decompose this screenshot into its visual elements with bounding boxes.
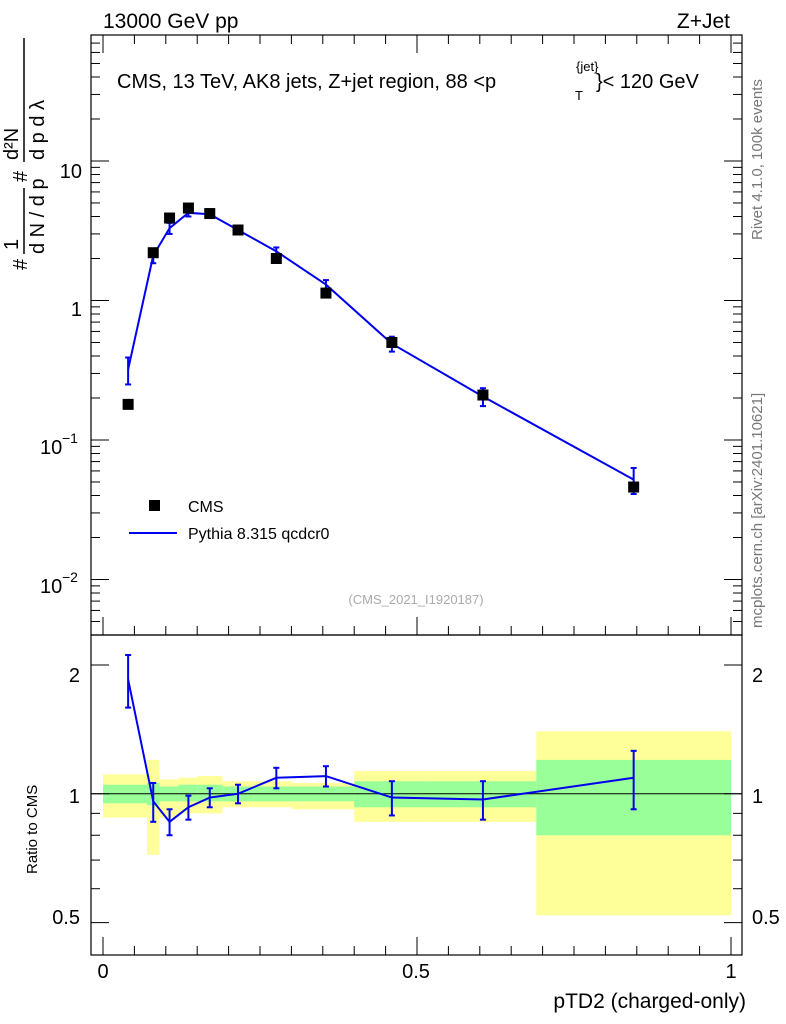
ylabel-dn: d N / d p — [27, 178, 49, 254]
svg-text:−2: −2 — [62, 569, 78, 585]
x-axis-label: pTD2 (charged-only) — [553, 990, 746, 1013]
svg-text:−1: −1 — [62, 430, 78, 446]
mcplots-label: mcplots.cern.ch [arXiv:2401.10621] — [749, 393, 766, 628]
ytick-label-1: 1 — [71, 299, 82, 321]
ratio-ytick-right-1: 1 — [752, 786, 763, 808]
ytick-label-0.1: 10 −1 — [40, 430, 78, 459]
ratio-bands — [91, 731, 742, 916]
data-point — [147, 247, 159, 259]
ratio-frame — [90, 634, 743, 956]
data-point — [270, 252, 282, 264]
legend-mc-label: Pythia 8.315 qcdcr0 — [188, 526, 330, 543]
ratio-ytick-left-2: 2 — [69, 665, 80, 687]
data-point — [320, 287, 332, 299]
ylabel-hash2: # — [10, 170, 32, 182]
main-y-axis-label: 1/N dN/dpT dλ # 1 d N / d p # d²N d p d … — [1, 38, 51, 270]
process-label: Z+Jet — [677, 10, 730, 33]
main-title: CMS, 13 TeV, AK8 jets, Z+jet region, 88 … — [117, 59, 700, 103]
ylabel-frac2: d²N — [1, 128, 23, 160]
data-point — [182, 202, 194, 214]
main-frame — [90, 34, 743, 636]
xtick-label-0: 0 — [97, 961, 108, 983]
data-point — [204, 208, 216, 220]
svg-text:10: 10 — [40, 437, 62, 459]
ylabel-hash: # — [10, 258, 32, 270]
legend-data-marker — [149, 500, 160, 511]
main-x-ticks — [102, 35, 732, 955]
ratio-ytick-left-1: 1 — [69, 786, 80, 808]
ratio-ytick-left-0.5: 0.5 — [52, 907, 80, 929]
data-point — [386, 336, 398, 348]
ytick-label-10: 10 — [60, 161, 82, 183]
legend: CMS Pythia 8.315 qcdcr0 — [129, 499, 330, 543]
title-sub: T — [575, 88, 583, 103]
mc-series-line — [127, 211, 635, 481]
ylabel-frac1: 1 — [1, 239, 23, 250]
data-point — [232, 224, 244, 236]
ylabel-dp: d p d λ — [27, 100, 49, 160]
analysis-id: (CMS_2021_I1920187) — [348, 592, 483, 607]
title-prefix: CMS, 13 TeV, AK8 jets, Z+jet region, 88 … — [117, 71, 496, 93]
svg-text:10: 10 — [40, 576, 62, 598]
data-point — [628, 481, 640, 493]
data-point — [164, 212, 176, 224]
data-point — [477, 389, 489, 401]
data-point — [122, 398, 134, 410]
energy-label: 13000 GeV pp — [103, 10, 238, 33]
main-data-layer — [122, 202, 640, 496]
ratio-band-inner — [178, 784, 198, 802]
ratio-data-layer — [125, 654, 637, 837]
title-sup: {jet} — [576, 59, 599, 74]
legend-data-label: CMS — [188, 499, 224, 516]
xtick-label-0.5: 0.5 — [402, 961, 430, 983]
ytick-label-0.01: 10 −2 — [40, 569, 78, 598]
main-y-ticks — [91, 34, 742, 636]
title-suffix: }< 120 GeV — [596, 71, 700, 93]
ratio-ytick-right-0.5: 0.5 — [752, 907, 780, 929]
ratio-ytick-right-2: 2 — [752, 665, 763, 687]
ylabel-text: 1/N dN/dpT dλ — [40, 206, 51, 270]
ratio-ticks — [91, 664, 742, 924]
ratio-ylabel: Ratio to CMS — [24, 785, 41, 874]
rivet-label: Rivet 4.1.0, 100k events — [749, 79, 766, 240]
xtick-label-1: 1 — [725, 961, 736, 983]
